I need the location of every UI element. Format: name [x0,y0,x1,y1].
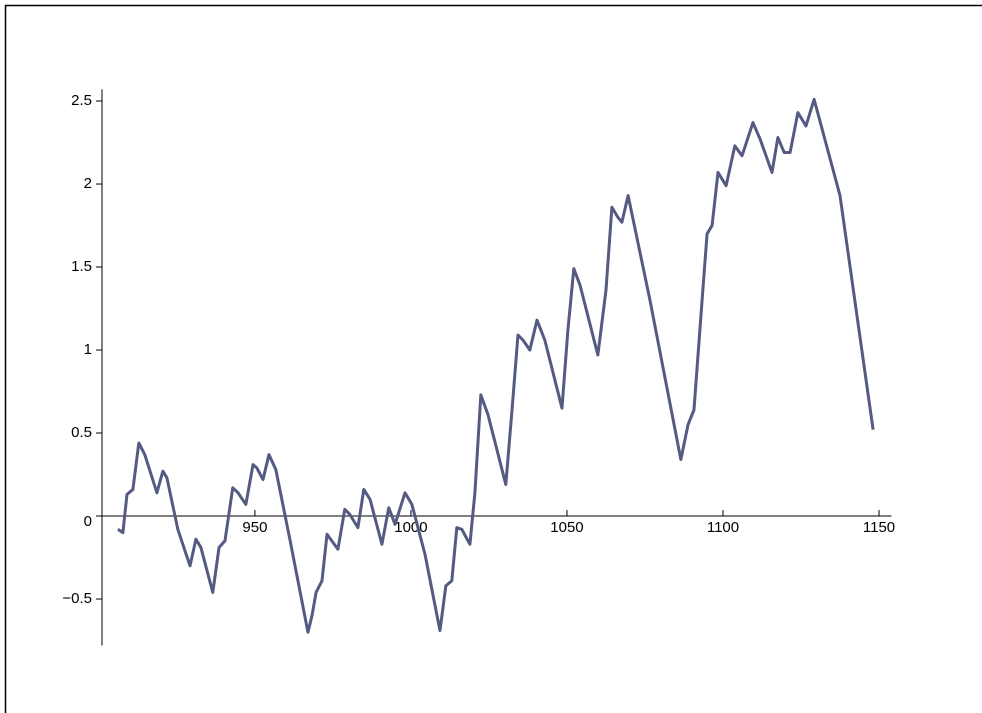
y-tick-label: 0.5 [71,424,92,441]
y-tick-label: 2.5 [71,92,92,109]
x-tick-label: 1150 [863,519,895,536]
y-tick-label: 1 [84,341,92,358]
frame [4,4,982,713]
x-tick-label: 1100 [707,519,739,536]
y-tick-label: 1.5 [71,258,92,275]
x-tick-label: 950 [242,519,267,536]
y-tick-label: 0 [84,513,92,530]
y-tick-label: 2 [84,175,92,192]
x-tick-label: 1050 [550,519,583,536]
data-line [117,97,875,634]
x-tick-label: 1000 [394,519,427,536]
y-tick-label: −0.5 [62,590,92,607]
